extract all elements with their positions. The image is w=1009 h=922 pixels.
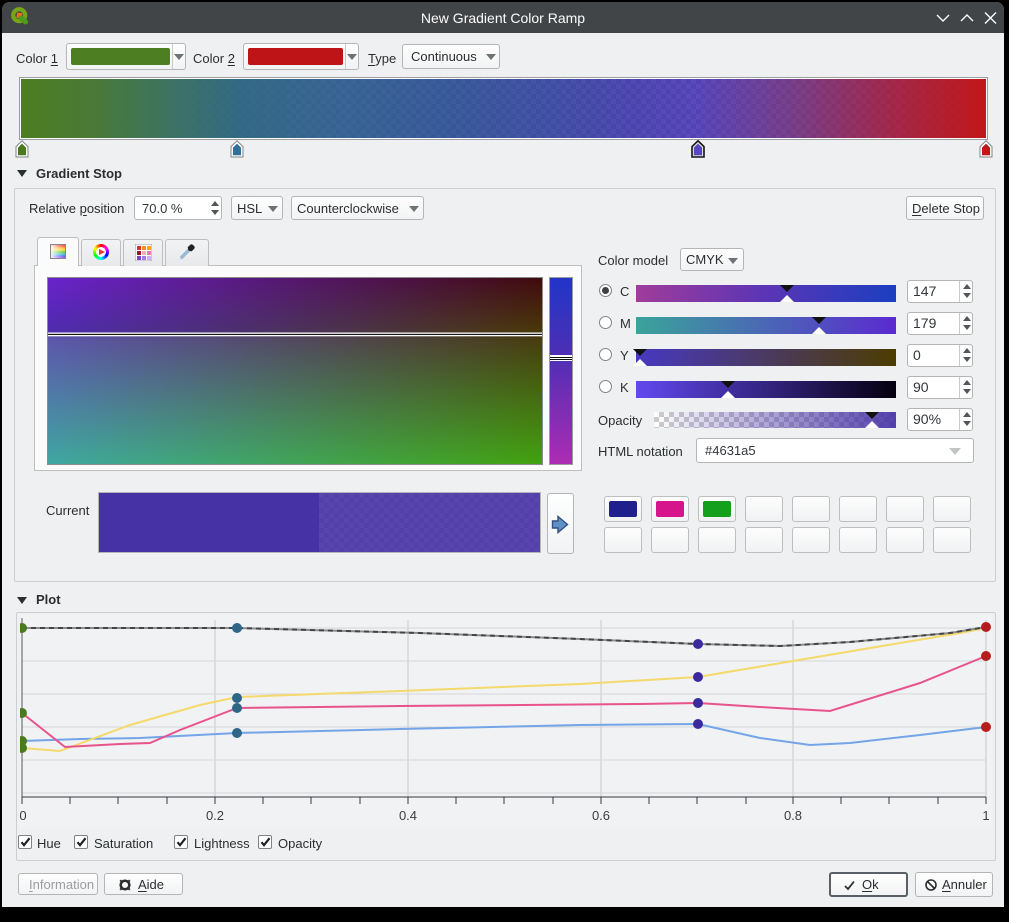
svg-text:0: 0 bbox=[20, 808, 27, 823]
svg-text:0.6: 0.6 bbox=[592, 808, 610, 823]
svg-text:0.4: 0.4 bbox=[399, 808, 417, 823]
svg-text:0.2: 0.2 bbox=[206, 808, 224, 823]
svg-text:1: 1 bbox=[982, 808, 989, 823]
svg-text:0.8: 0.8 bbox=[784, 808, 802, 823]
